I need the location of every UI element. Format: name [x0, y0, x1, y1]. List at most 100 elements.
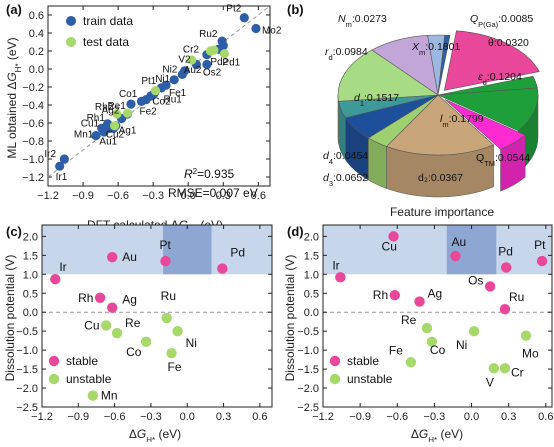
panel-a-ytick-label: −0.6 — [22, 118, 44, 130]
unstable-point — [520, 330, 532, 341]
test-point — [219, 49, 230, 59]
point-label: Mn — [101, 389, 118, 403]
point-label: Pd2 — [210, 57, 228, 68]
panel-d-xtick-label: 0.0 — [464, 411, 479, 423]
panel-d-frame — [322, 224, 553, 408]
pie-slice — [337, 49, 439, 102]
panel-c-ytick-label: −2.0 — [16, 383, 38, 395]
panel-a-ytick-label: −1.2 — [22, 172, 44, 184]
stable-band — [323, 225, 552, 275]
unstable-point — [166, 347, 177, 359]
train-point — [126, 99, 136, 109]
point-label: Ni — [186, 336, 197, 350]
unstable-point — [140, 336, 152, 347]
panel-c-xtick-label: 0.3 — [216, 411, 231, 423]
point-label: Au — [122, 250, 137, 264]
pie-label-qtm: QTM:0.0544 — [476, 152, 530, 168]
point-label: Re — [125, 316, 141, 330]
panel-a-frame — [47, 5, 271, 187]
panel-a-xtick-label: −1.2 — [37, 190, 59, 202]
pie-slice — [385, 94, 495, 156]
unstable-point — [468, 325, 480, 337]
panel-c-xtick-label: −0.6 — [104, 411, 126, 423]
point-label: Cr — [511, 365, 524, 379]
point-label: Fe2 — [139, 106, 157, 117]
train-point — [202, 59, 212, 70]
stable-point — [389, 289, 400, 301]
test-point — [122, 108, 133, 118]
point-label: Au — [451, 235, 466, 249]
train-point — [91, 131, 101, 141]
stable-point — [414, 296, 425, 307]
unstable-point — [499, 363, 511, 374]
test-point — [112, 109, 122, 119]
stable-point — [499, 303, 511, 315]
panel-c-ytick-label: 1.5 — [23, 250, 38, 262]
train-point — [180, 66, 190, 76]
panel-c-xtick-label: −1.2 — [31, 411, 53, 423]
panel-a-ytick-label: −1.0 — [22, 154, 44, 166]
panel-d-xlabel: ΔGH* (eV) — [411, 427, 463, 442]
point-label: Co1 — [119, 89, 138, 100]
panel-d-ytick-label: −1.5 — [297, 364, 319, 376]
point-label: Ir1 — [56, 172, 68, 183]
stable-point — [536, 255, 548, 267]
panel-a-xtick-label: 0.0 — [181, 190, 196, 202]
panel-c-xtick-label: 0.0 — [180, 411, 195, 423]
panel-d-ytick-label: 0.0 — [304, 307, 319, 319]
point-label: Pt — [159, 238, 171, 252]
point-label: V2 — [178, 55, 191, 66]
panel-a-xtick-label: −0.9 — [72, 190, 94, 202]
unstable-point — [405, 357, 417, 368]
stable-point — [107, 302, 118, 313]
panel-a: −1.2 −0.9 −0.6 −0.3 0.0 0.3 0.6 −1.2 −1.0 −0.8 −0.… — [5, 4, 282, 236]
panel-c-xtick-label: 0.6 — [252, 411, 267, 423]
panel-c-ylabel: Dissolution potential (V) — [3, 255, 17, 382]
pie-slice — [444, 99, 526, 150]
panel-a-ytick-label: −0.4 — [22, 100, 44, 112]
legend-train-marker — [66, 16, 76, 26]
rmse-annotation: RMSE=0.007 eV — [168, 186, 258, 200]
panel-d-xtick-label: −0.3 — [424, 411, 446, 423]
panel-d-ytick-label: −2.0 — [297, 383, 319, 395]
point-label: Ag — [122, 293, 137, 307]
panel-c-ytick-label: −0.5 — [16, 326, 38, 338]
panel-d-xtick-label: 0.6 — [538, 411, 553, 423]
optimal-band — [446, 225, 497, 275]
point-label: Re — [401, 313, 417, 327]
panel-d-label: (d) — [287, 224, 304, 239]
panel-a-ytick-label: 0.6 — [29, 10, 44, 22]
pie-slice — [443, 30, 540, 91]
pie-title: Feature importance — [390, 205, 494, 219]
stable-point — [50, 274, 61, 285]
train-point — [169, 75, 179, 85]
point-label: Ir — [59, 260, 66, 274]
point-label: Cu2 — [106, 130, 125, 141]
legend-test-marker — [66, 37, 76, 47]
train-point — [251, 23, 261, 34]
panel-d-xtick-label: −0.6 — [386, 411, 408, 423]
panel-d-ytick-label: 1.0 — [304, 269, 319, 281]
panel-a-ytick-label: 0.2 — [29, 46, 44, 58]
unstable-point — [172, 325, 183, 337]
unstable-point — [421, 322, 433, 334]
panel-c-xlabel: ΔGH* (eV) — [129, 427, 181, 442]
point-label: Ru — [161, 289, 176, 303]
stable-point — [107, 252, 118, 263]
point-label: Rh — [78, 291, 93, 305]
point-label: Pd — [230, 246, 245, 260]
point-label: Co2 — [152, 96, 171, 107]
train-point — [239, 13, 249, 23]
point-label: Mn1 — [74, 130, 94, 141]
point-label: Ru1 — [163, 95, 182, 106]
point-label: Fe1 — [169, 88, 187, 99]
panel-a-xtick-label: −0.6 — [107, 190, 129, 202]
point-label: Co — [430, 343, 446, 357]
legend-unstable-label: unstable — [347, 372, 393, 386]
pie-chart — [337, 30, 540, 198]
stable-band — [42, 225, 272, 275]
point-label: Rh1 — [87, 113, 106, 124]
unstable-point — [488, 363, 500, 374]
legend-stable-marker — [329, 355, 341, 367]
